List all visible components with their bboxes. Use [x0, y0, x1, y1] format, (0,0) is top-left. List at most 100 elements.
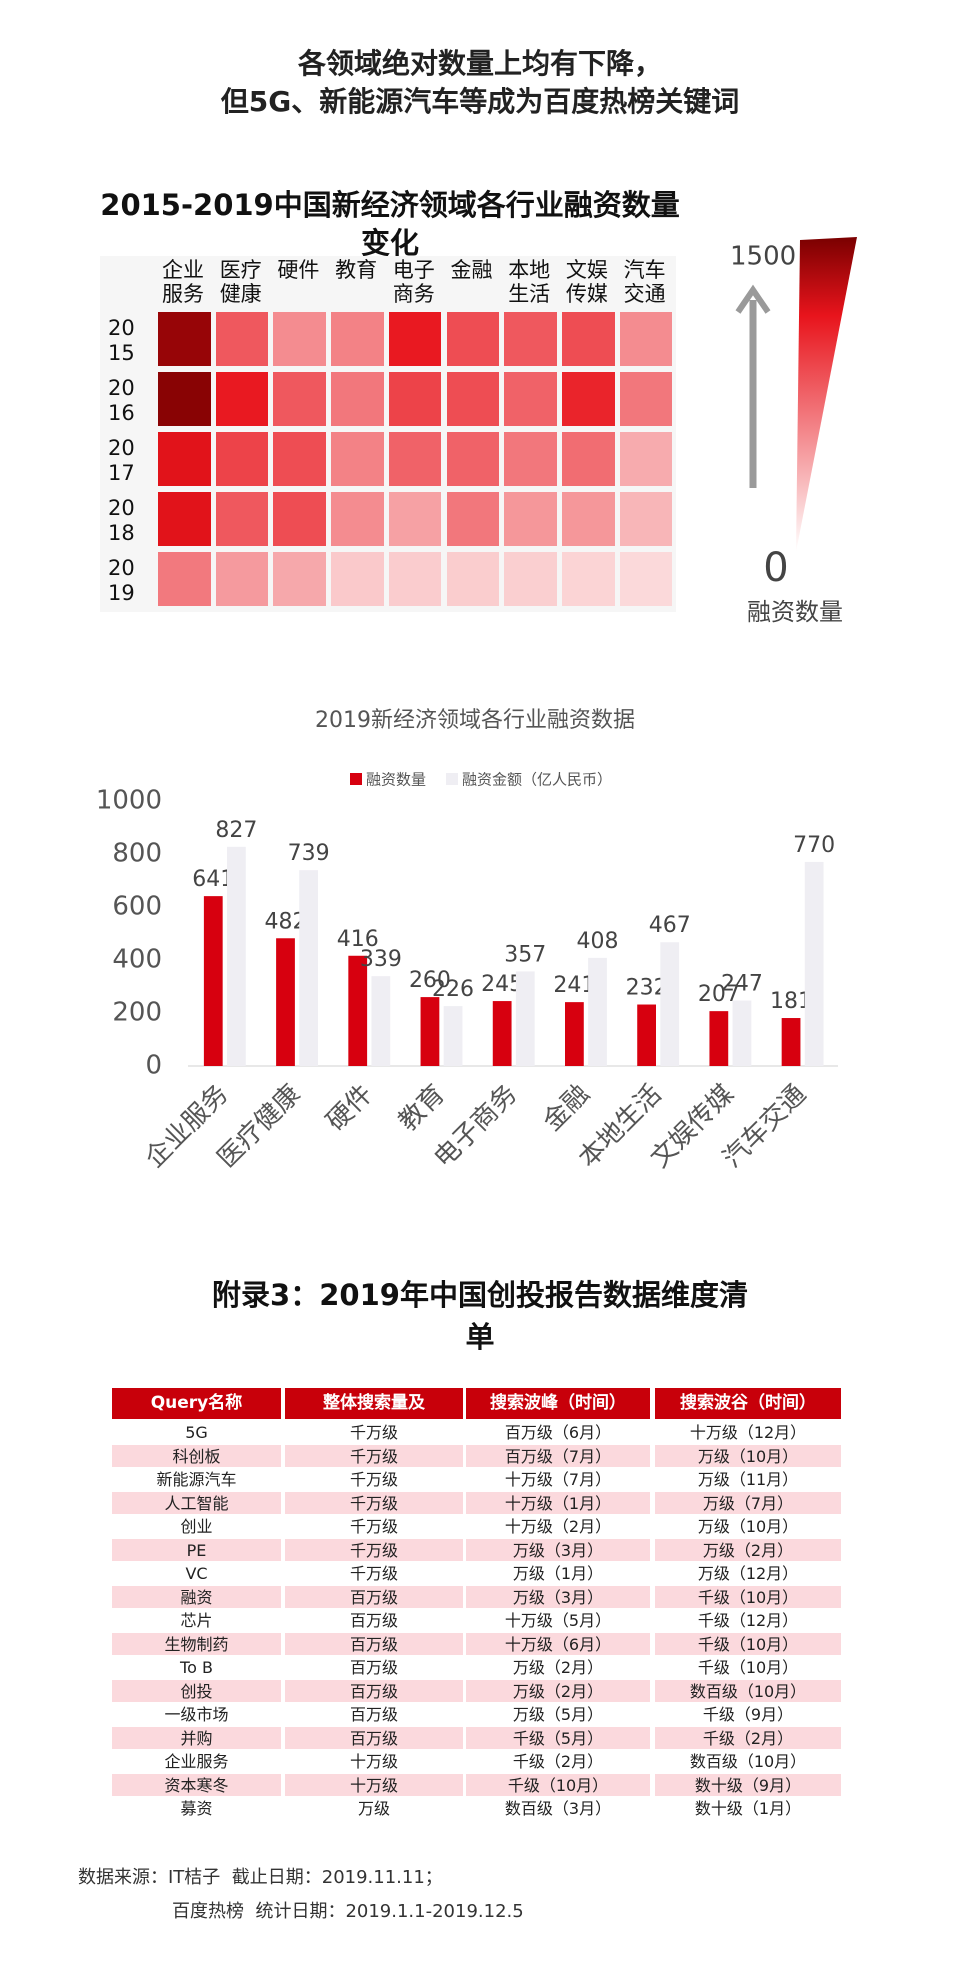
value-label: 416 [337, 927, 379, 952]
colorbar-max: 1500 [730, 242, 796, 272]
bar [709, 1011, 729, 1066]
table-header: 整体搜索量及 [285, 1388, 463, 1419]
bar [443, 1006, 463, 1066]
row-label: 2015 [108, 316, 135, 365]
heat-cell [504, 492, 557, 546]
heat-cell [158, 492, 211, 546]
column-label: 硬件 [277, 258, 320, 282]
bar [515, 971, 535, 1066]
y-tick-label: 600 [112, 892, 162, 922]
table-cell: 十万级（1月） [466, 1491, 650, 1514]
heat-cell [215, 432, 269, 486]
x-tick-label: 金融 [537, 1079, 595, 1137]
heat-cell [561, 432, 615, 486]
y-tick-label: 800 [112, 839, 162, 869]
heat-cell [273, 552, 327, 606]
table-cell: 百万级 [285, 1656, 463, 1679]
heat-cell [388, 312, 442, 366]
table-cell: 数百级（10月） [655, 1679, 841, 1702]
column-label: 金融 [450, 258, 493, 282]
table-cell: 十万级（7月） [466, 1468, 650, 1491]
heat-cell [561, 552, 615, 606]
table-cell: 企业服务 [112, 1750, 281, 1773]
table-cell: To B [112, 1656, 281, 1679]
value-label: 827 [215, 818, 257, 843]
table-header: Query名称 [112, 1388, 281, 1419]
table-cell: 千级（5月） [466, 1726, 650, 1749]
table-cell: 芯片 [112, 1609, 281, 1632]
table-cell: 千级（10月） [466, 1773, 650, 1796]
bar [227, 846, 246, 1066]
value-label: 408 [577, 929, 619, 954]
table-cell: 数百级（3月） [466, 1797, 650, 1820]
table-cell: 千万级 [285, 1538, 463, 1561]
column-label: 本地生活 [508, 258, 551, 306]
value-label: 467 [649, 913, 691, 938]
color-bar [796, 237, 857, 552]
heat-cell [331, 312, 384, 366]
value-label: 226 [432, 977, 474, 1002]
table-cell: VC [112, 1562, 281, 1585]
table-header: 搜索波谷（时间） [655, 1388, 841, 1419]
y-tick-label: 0 [145, 1051, 162, 1081]
heat-cell [561, 492, 615, 546]
table-cell: 人工智能 [112, 1491, 281, 1514]
heat-cell [331, 492, 384, 546]
table-cell: 万级（2月） [466, 1679, 650, 1702]
table-cell: 生物制药 [112, 1632, 281, 1655]
bar [299, 870, 318, 1066]
legend-swatch [350, 773, 362, 785]
value-label: 739 [288, 841, 330, 866]
heatmap-title: 变化 [360, 226, 419, 260]
value-label: 357 [504, 942, 546, 967]
column-label: 汽车交通 [623, 258, 666, 306]
table-cell: 万级（7月） [655, 1491, 841, 1514]
table-cell: 十万级（2月） [466, 1515, 650, 1538]
table-cell: 十万级（5月） [466, 1609, 650, 1632]
bar [371, 976, 391, 1066]
bar [565, 1002, 584, 1066]
heat-cell [388, 372, 442, 426]
row-label: 2017 [108, 436, 135, 485]
table-cell: 万级（2月） [655, 1538, 841, 1561]
bar [348, 955, 368, 1066]
column-label: 教育 [335, 258, 378, 282]
table-cell: 一级市场 [112, 1703, 281, 1726]
table-cell: 千万级 [285, 1421, 463, 1444]
table-cell: 万级（5月） [466, 1703, 650, 1726]
table-cell: 百万级 [285, 1609, 463, 1632]
table-cell: 百万级 [285, 1679, 463, 1702]
table-cell: 数十级（1月） [655, 1797, 841, 1820]
x-tick-label: 教育 [393, 1079, 451, 1137]
bar [420, 997, 440, 1066]
heat-cell [388, 552, 442, 606]
table-cell: 千级（9月） [655, 1703, 841, 1726]
heat-cell [561, 372, 615, 426]
table-cell: 百万级（6月） [466, 1421, 650, 1444]
heat-cell [273, 312, 327, 366]
table-cell: 十万级（6月） [466, 1632, 650, 1655]
legend-label: 融资金额（亿人民币） [462, 771, 612, 789]
table-cell: 万级（12月） [655, 1562, 841, 1585]
row-label: 2019 [108, 556, 135, 605]
table-cell: 新能源汽车 [112, 1468, 281, 1491]
heat-cell [331, 432, 384, 486]
heat-cell [273, 492, 327, 546]
heat-cell [158, 312, 211, 366]
table-cell: PE [112, 1538, 281, 1561]
heat-cell [446, 432, 500, 486]
heat-cell [561, 312, 615, 366]
y-tick-label: 400 [112, 945, 162, 975]
page-title: 但5G、新能源汽车等成为百度热榜关键词 [220, 85, 740, 118]
table-cell: 万级（3月） [466, 1538, 650, 1561]
heat-cell [158, 432, 211, 486]
table-cell: 万级（2月） [466, 1656, 650, 1679]
footer-note: 百度热榜 统计日期：2019.1.1-2019.12.5 [172, 1901, 524, 1922]
column-label: 企业服务 [162, 258, 204, 306]
table-title: 附录3：2019年中国创投报告数据维度清单 [212, 1278, 748, 1354]
column-label: 文娱传媒 [565, 258, 608, 306]
column-label: 电子商务 [392, 258, 435, 306]
table-cell: 科创板 [112, 1444, 281, 1467]
table-cell: 千万级 [285, 1515, 463, 1538]
table-cell: 十万级 [285, 1750, 463, 1773]
